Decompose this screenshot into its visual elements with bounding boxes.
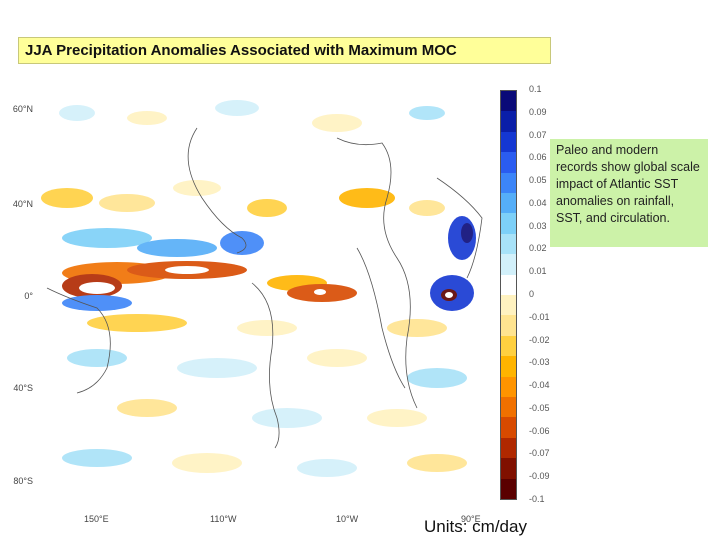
colorbar-tick-label: -0.03	[529, 357, 550, 368]
colorbar-tick-label: 0.01	[529, 266, 547, 277]
colorbar-tick-label: 0.02	[529, 243, 547, 254]
anomaly-field	[41, 100, 476, 477]
colorbar-swatch	[501, 91, 516, 112]
chart-title: JJA Precipitation Anomalies Associated w…	[18, 37, 551, 64]
colorbar-tick-label: -0.07	[529, 448, 550, 459]
colorbar-swatch	[501, 397, 516, 418]
colorbar-swatch	[501, 335, 516, 357]
colorbar-swatch	[501, 111, 516, 133]
colorbar-swatch	[501, 233, 516, 255]
colorbar-tick-label: -0.05	[529, 402, 550, 413]
colorbar-swatch	[501, 417, 516, 439]
colorbar-swatch	[501, 193, 516, 214]
lat-tick: 40°N	[12, 199, 33, 209]
precipitation-anomaly-map	[37, 88, 489, 501]
colorbar-swatch	[501, 152, 516, 174]
colorbar-tick-label: -0.01	[529, 311, 550, 322]
units-label: Units: cm/day	[424, 517, 527, 536]
colorbar-tick-label: 0.03	[529, 220, 547, 231]
lat-tick: 0°	[24, 291, 33, 301]
colorbar-swatch	[501, 295, 516, 316]
colorbar-tick-label: 0.1	[529, 84, 542, 94]
colorbar-tick-label: 0.07	[529, 129, 547, 140]
colorbar-tick-label: 0.05	[529, 175, 547, 186]
colorbar-swatch	[501, 315, 516, 337]
colorbar	[500, 90, 517, 500]
colorbar-tick-label: 0.09	[529, 106, 547, 117]
note-box: Paleo and modern records show global sca…	[550, 139, 708, 247]
colorbar-swatch	[501, 458, 516, 480]
colorbar-swatch	[501, 254, 516, 276]
colorbar-swatch	[501, 172, 516, 194]
map-canvas	[41, 100, 483, 477]
lon-tick: 10°W	[336, 514, 359, 524]
colorbar-tick-label: 0	[529, 289, 535, 299]
colorbar-swatch	[501, 131, 516, 153]
colorbar-tick-label: 0.04	[529, 197, 547, 208]
colorbar-swatch	[501, 437, 516, 459]
lon-tick: 110°W	[210, 514, 237, 524]
lon-tick: 150°E	[84, 514, 109, 524]
colorbar-swatch	[501, 478, 516, 500]
colorbar-tick-label: -0.02	[529, 334, 550, 345]
colorbar-swatch	[501, 376, 516, 398]
lon-tick: 90°E	[461, 514, 481, 524]
colorbar-swatch	[501, 356, 516, 378]
coastlines	[46, 127, 483, 449]
colorbar-swatch	[501, 213, 516, 235]
colorbar-tick-label: -0.06	[529, 425, 550, 436]
lat-tick: 80°S	[13, 476, 33, 486]
lat-tick: 60°N	[12, 104, 33, 114]
colorbar-tick-label: 0.06	[529, 152, 547, 163]
lat-tick: 40°S	[13, 383, 33, 393]
colorbar-tick-label: -0.09	[529, 471, 550, 482]
colorbar-swatch	[501, 274, 516, 296]
colorbar-tick-label: -0.04	[529, 380, 550, 391]
colorbar-tick-label: -0.1	[529, 494, 545, 504]
